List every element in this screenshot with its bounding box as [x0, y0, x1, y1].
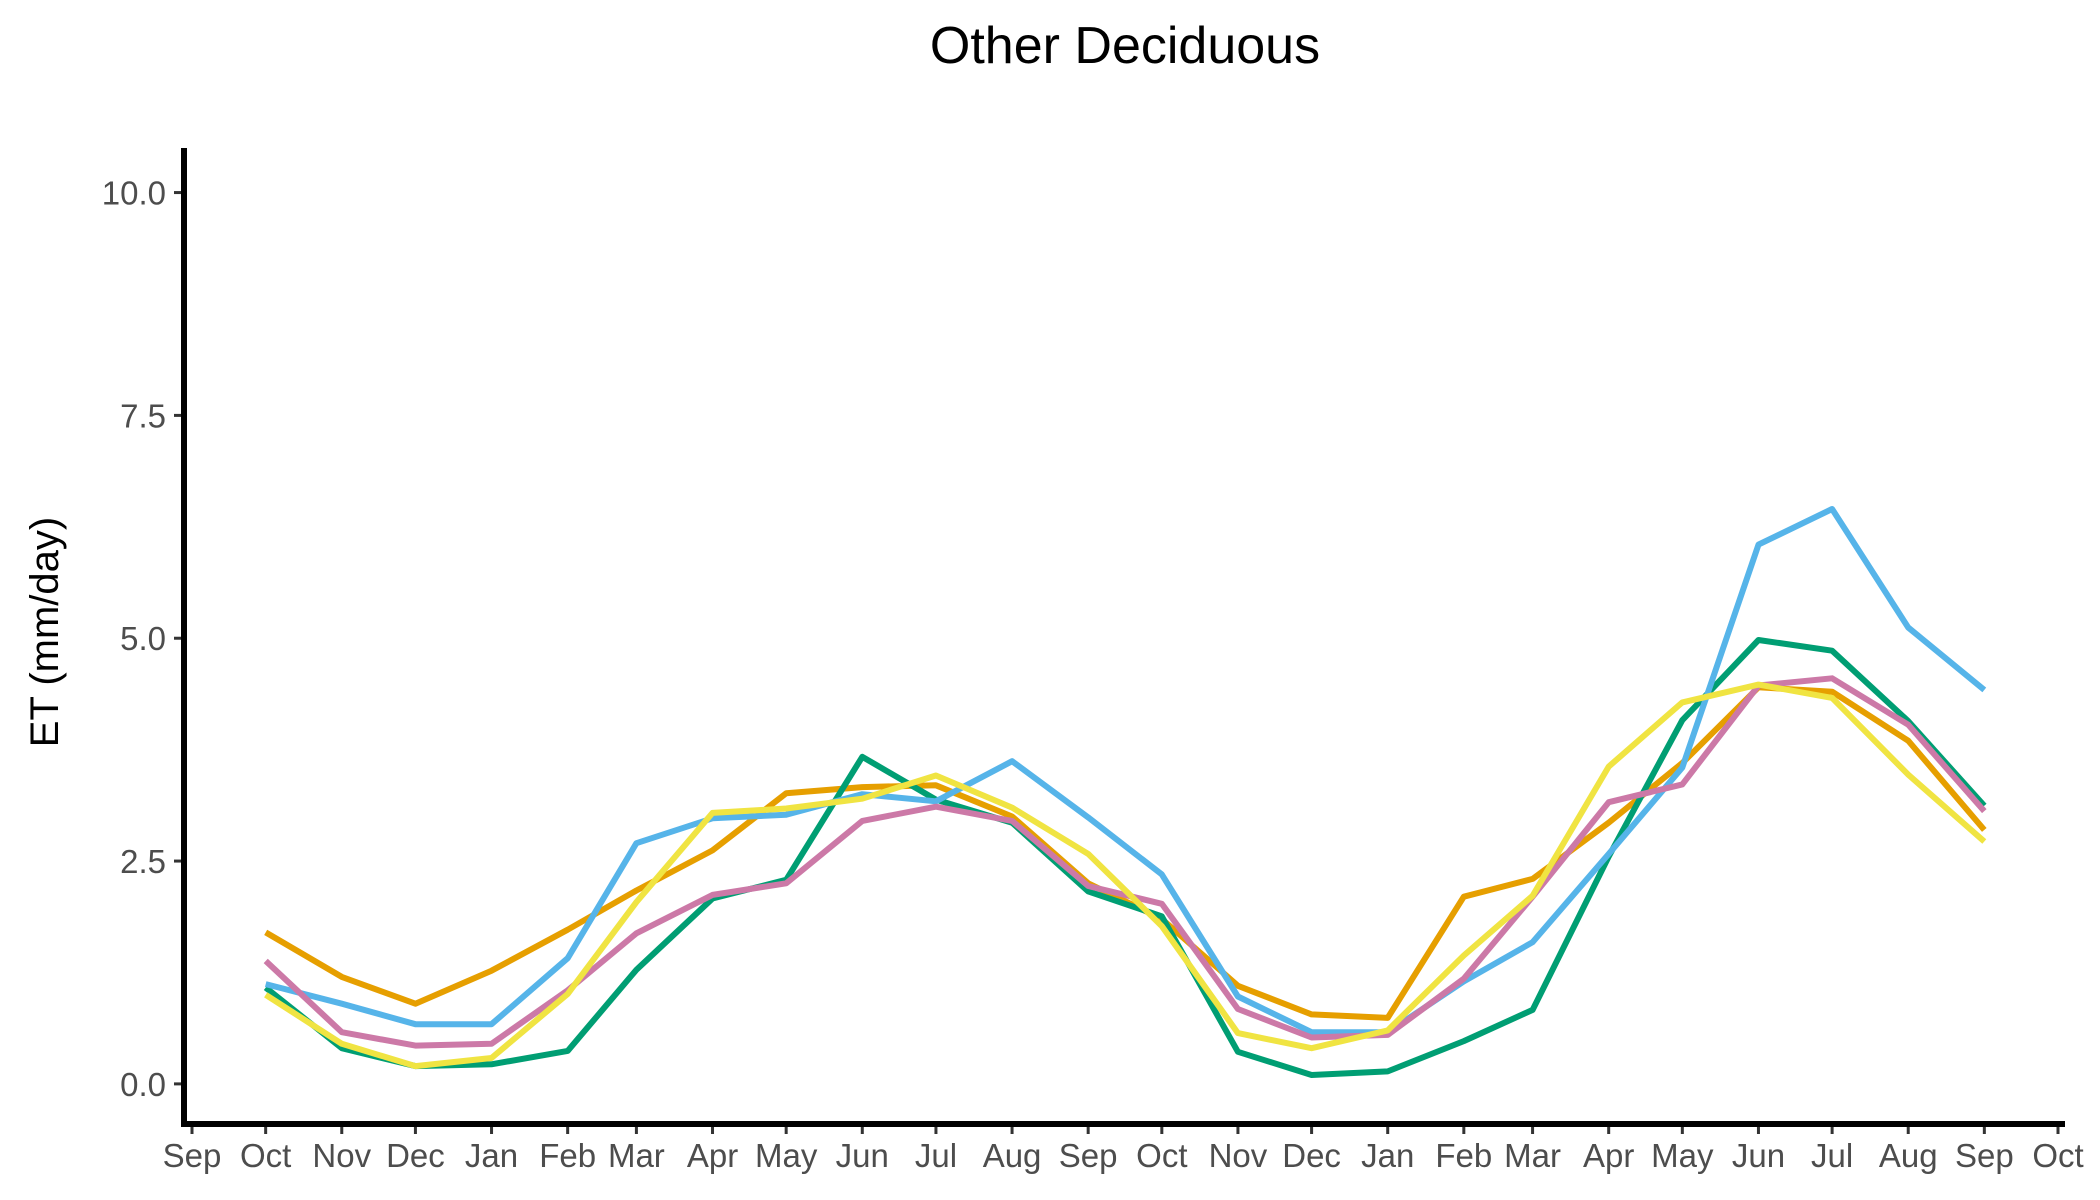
- x-tick-label: Mar: [608, 1137, 665, 1174]
- x-tick-label: Mar: [1504, 1137, 1561, 1174]
- x-tick-label: Jun: [1732, 1137, 1785, 1174]
- x-axis-ticks: Sep Oct Nov Dec Jan Feb Mar Apr May Jun Jul Aug Sep O…: [163, 1124, 2084, 1174]
- x-tick-label: Oct: [240, 1137, 291, 1174]
- x-tick-label: May: [1651, 1137, 1714, 1174]
- x-tick-label: Aug: [983, 1137, 1042, 1174]
- x-tick-label: Apr: [687, 1137, 738, 1174]
- axis-lines: [181, 148, 2065, 1127]
- x-tick-label: Sep: [1059, 1137, 1118, 1174]
- x-tick-label: Jan: [465, 1137, 518, 1174]
- series-line-2: [263, 637, 1987, 1078]
- x-tick-label: Jan: [1361, 1137, 1414, 1174]
- y-tick-label: 0.0: [120, 1066, 166, 1103]
- x-tick-label: Jun: [836, 1137, 889, 1174]
- y-axis-ticks: 0.0 2.5 5.0 7.5 10.0: [102, 175, 184, 1103]
- x-tick-label: Feb: [539, 1137, 596, 1174]
- y-axis-label: ET (mm/day): [23, 517, 67, 747]
- y-tick-label: 5.0: [120, 620, 166, 657]
- x-tick-label: Jul: [1811, 1137, 1853, 1174]
- x-tick-label: Aug: [1879, 1137, 1938, 1174]
- x-tick-label: Oct: [2032, 1137, 2083, 1174]
- x-tick-label: Apr: [1583, 1137, 1634, 1174]
- series-line-5: [264, 681, 1987, 1070]
- chart-title: Other Deciduous: [930, 17, 1320, 75]
- x-tick-label: May: [755, 1137, 818, 1174]
- x-tick-label: Feb: [1435, 1137, 1492, 1174]
- y-tick-label: 10.0: [102, 175, 166, 212]
- y-tick-label: 7.5: [120, 397, 166, 434]
- series-lines: [263, 506, 1987, 1078]
- y-tick-label: 2.5: [120, 843, 166, 880]
- x-tick-label: Dec: [386, 1137, 445, 1174]
- x-tick-label: Dec: [1282, 1137, 1341, 1174]
- x-tick-label: Nov: [1209, 1137, 1268, 1174]
- x-tick-label: Jul: [915, 1137, 957, 1174]
- x-tick-label: Sep: [1955, 1137, 2014, 1174]
- series-line-3: [264, 506, 1987, 1036]
- x-tick-label: Oct: [1136, 1137, 1187, 1174]
- series-line-4: [263, 675, 1987, 1049]
- series-line-1: [264, 684, 1987, 1021]
- x-tick-label: Nov: [312, 1137, 371, 1174]
- x-tick-label: Sep: [163, 1137, 222, 1174]
